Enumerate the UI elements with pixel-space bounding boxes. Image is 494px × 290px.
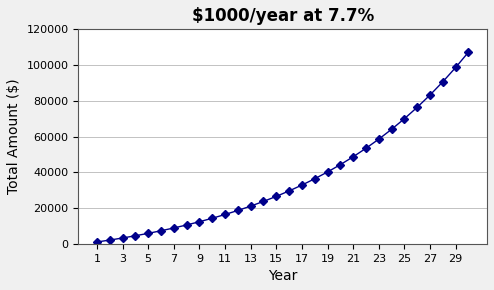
Title: $1000/year at 7.7%: $1000/year at 7.7% <box>192 7 374 25</box>
X-axis label: Year: Year <box>268 269 297 283</box>
Y-axis label: Total Amount ($): Total Amount ($) <box>7 79 21 194</box>
